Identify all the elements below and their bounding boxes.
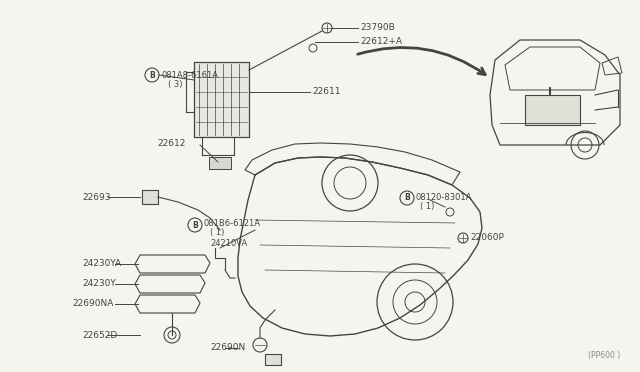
Text: 22612+A: 22612+A <box>360 38 402 46</box>
Text: B: B <box>192 221 198 230</box>
Text: B: B <box>404 193 410 202</box>
Text: ( 1): ( 1) <box>210 228 225 237</box>
Text: 22611: 22611 <box>312 87 340 96</box>
Text: 24210VA: 24210VA <box>210 238 247 247</box>
Text: 22693: 22693 <box>82 192 111 202</box>
Text: 08120-8301A: 08120-8301A <box>416 193 472 202</box>
Bar <box>209 157 231 169</box>
Text: 22612: 22612 <box>157 138 186 148</box>
Bar <box>265 354 281 365</box>
Text: ( 1): ( 1) <box>420 202 435 212</box>
Bar <box>194 62 249 137</box>
Text: (PP600 ): (PP600 ) <box>588 351 620 360</box>
Text: 24230Y: 24230Y <box>82 279 116 289</box>
Text: 22060P: 22060P <box>470 234 504 243</box>
Text: 081B6-6121A: 081B6-6121A <box>204 218 261 228</box>
Text: 22652D: 22652D <box>82 330 117 340</box>
Text: 22690N: 22690N <box>210 343 245 353</box>
Text: B: B <box>149 71 155 80</box>
Text: ( 3): ( 3) <box>168 80 182 89</box>
Text: 081A8-6161A: 081A8-6161A <box>161 71 218 80</box>
Bar <box>525 95 580 125</box>
Text: 24230YA: 24230YA <box>82 260 121 269</box>
Text: 23790B: 23790B <box>360 23 395 32</box>
Text: 22690NA: 22690NA <box>72 299 113 308</box>
Bar <box>142 190 158 204</box>
